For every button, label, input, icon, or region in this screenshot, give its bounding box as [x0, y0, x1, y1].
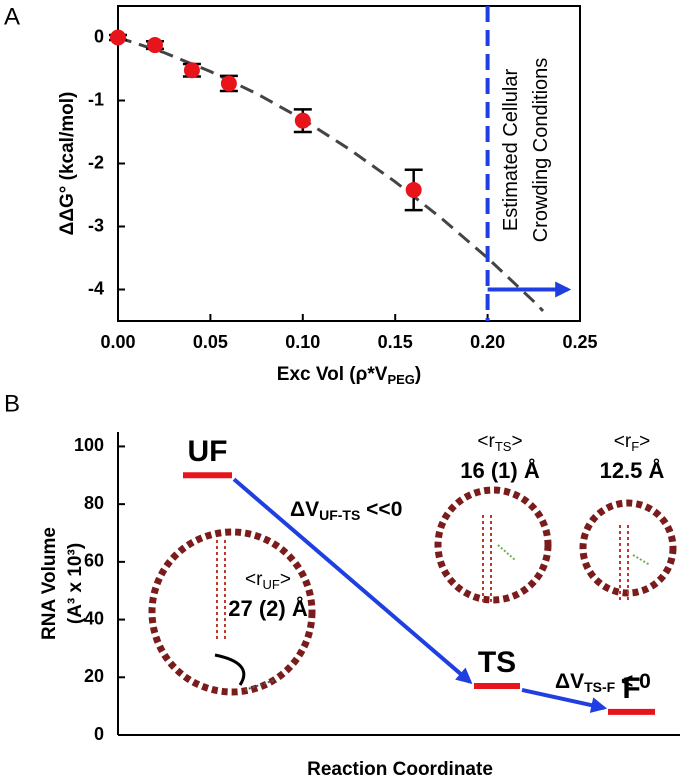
level-label: UF	[188, 435, 228, 468]
volume-change-end: < 0	[615, 670, 651, 693]
radius-label-sub: F	[631, 439, 639, 454]
x-tick-label: 0.10	[285, 332, 320, 352]
radius-value: 12.5 Å	[600, 457, 665, 483]
y-tick-label: -2	[88, 152, 104, 172]
y-tick-label: 60	[84, 551, 104, 571]
x-tick-label: 0.15	[378, 332, 413, 352]
panel-label: A	[4, 3, 20, 30]
radius-label-sub: TS	[495, 439, 512, 454]
volume-change-main: ΔV	[555, 670, 584, 693]
y-tick-label: 0	[94, 26, 104, 46]
radius-value: 16 (1) Å	[460, 457, 540, 483]
y-tick-label: 40	[84, 608, 104, 628]
transition-arrow	[521, 687, 608, 713]
y-axis-label: (A³ x 10³)	[65, 543, 86, 624]
fit-curve	[118, 36, 545, 312]
x-axis-label-sub: PEG	[387, 372, 414, 387]
y-tick-label: -4	[88, 278, 104, 298]
data-point	[183, 62, 200, 79]
data-point	[294, 112, 311, 129]
y-tick-label: 0	[94, 724, 104, 744]
x-axis-label-main: Exc Vol (ρ*V	[277, 364, 388, 385]
x-axis-label: Exc Vol (ρ*VPEG)	[277, 364, 421, 387]
y-tick-label: -1	[88, 89, 104, 109]
x-tick-label: 0.00	[100, 332, 135, 352]
data-point	[405, 181, 422, 198]
radius-label-sub: UF	[262, 577, 279, 592]
radius-label-main: <r	[614, 431, 632, 452]
volume-change-end: <<0	[360, 498, 402, 521]
panel-label: B	[4, 390, 20, 417]
data-point	[110, 29, 126, 46]
radius-label: <rF>	[614, 431, 651, 454]
radius-label-main: <r	[477, 431, 495, 452]
y-axis-label: RNA Volume	[39, 527, 60, 640]
volume-change: ΔVTS-F < 0	[555, 670, 651, 695]
annotation-text: Crowding Conditions	[530, 58, 552, 243]
radius-label-end: >	[639, 431, 650, 452]
y-axis-label: ΔΔG° (kcal/mol)	[57, 92, 78, 236]
radius-label-main: <r	[245, 569, 263, 590]
volume-change-main: ΔV	[290, 498, 319, 521]
data-point	[146, 37, 163, 54]
y-tick-label: 20	[84, 666, 104, 686]
radius-label: <rUF>	[245, 569, 291, 592]
data-point	[220, 75, 237, 92]
y-tick-label: 80	[84, 493, 104, 513]
transition-arrow	[232, 477, 473, 685]
radius-value: 27 (2) Å	[228, 595, 308, 621]
x-axis-label: Reaction Coordinate	[307, 759, 493, 780]
radius-label: <rTS>	[477, 431, 522, 454]
volume-change-sub: TS-F	[584, 679, 616, 695]
x-axis-label-end: )	[415, 364, 421, 385]
x-tick-label: 0.05	[193, 332, 228, 352]
annotation-text: Estimated Cellular	[500, 69, 522, 232]
radius-label-end: >	[280, 569, 291, 590]
rna-cartoons	[148, 486, 677, 696]
level-label: F	[622, 672, 640, 705]
x-tick-label: 0.20	[470, 332, 505, 352]
y-tick-label: -3	[88, 215, 104, 235]
radius-label-end: >	[511, 431, 522, 452]
volume-change: ΔVUF-TS <<0	[290, 498, 402, 523]
level-label: TS	[478, 646, 516, 679]
volume-change-sub: UF-TS	[319, 507, 360, 523]
x-tick-label: 0.25	[562, 332, 597, 352]
y-tick-label: 100	[74, 435, 104, 455]
